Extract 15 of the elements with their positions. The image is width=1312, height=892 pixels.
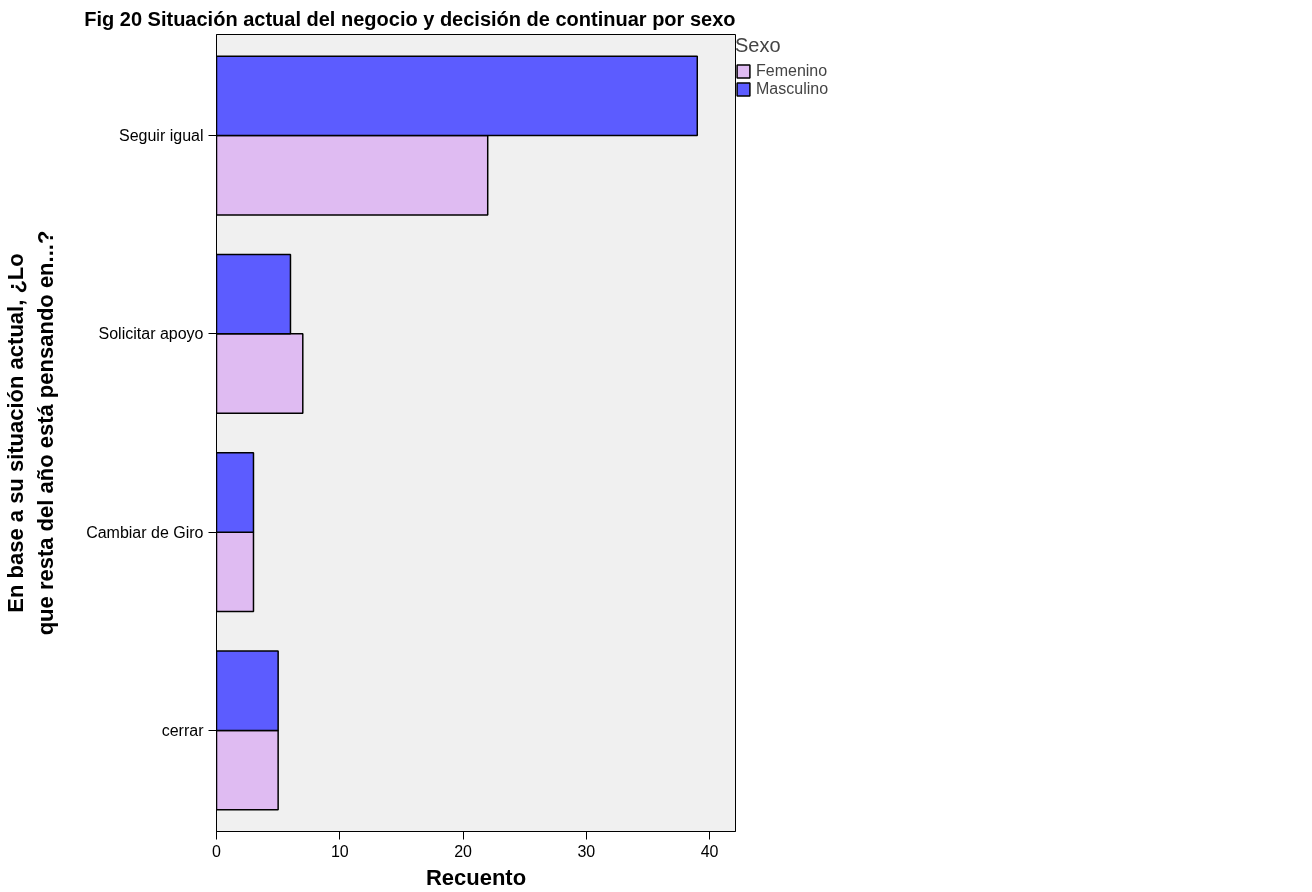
y-axis-title: En base a su situación actual, ¿Lo que resta del año está pensando en...? <box>3 230 59 636</box>
y-tick-label: Solicitar apoyo <box>98 325 204 343</box>
x-tick-label: 20 <box>454 842 473 860</box>
y-tick-label: cerrar <box>161 721 205 739</box>
legend-title: Sexo <box>735 34 782 57</box>
x-tick-label: 40 <box>700 842 719 860</box>
chart-title: Fig 20 Situación actual del negocio y decisión de continuar por sexo <box>84 7 736 30</box>
legend-label: Masculino <box>756 80 829 98</box>
y-tick-label: Cambiar de Giro <box>86 523 204 541</box>
legend-label: Femenino <box>756 62 828 80</box>
x-axis-title: Recuento <box>425 864 527 890</box>
y-tick-label: Seguir igual <box>119 127 204 145</box>
x-tick-label: 30 <box>577 842 596 860</box>
x-tick-label: 10 <box>330 842 349 860</box>
x-tick-label: 0 <box>212 842 222 860</box>
